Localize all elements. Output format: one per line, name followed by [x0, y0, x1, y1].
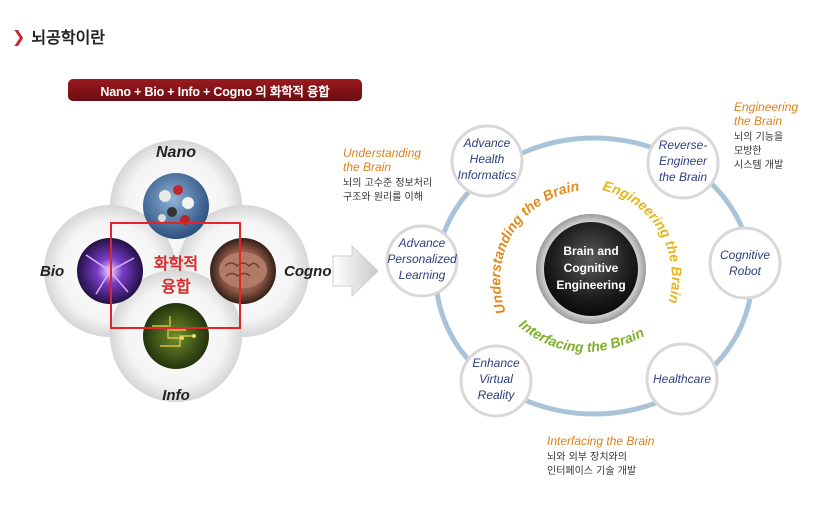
svg-text:Advance: Advance: [398, 236, 446, 250]
svg-text:뇌의 기능을: 뇌의 기능을: [734, 131, 783, 143]
svg-text:Informatics: Informatics: [458, 168, 517, 182]
core-line3: Engineering: [556, 278, 625, 292]
page-title: 뇌공학이란: [31, 28, 106, 47]
svg-text:Reality: Reality: [478, 388, 516, 402]
cogno-label: Cogno: [284, 263, 331, 280]
node-virtual-reality: Enhance Virtual Reality: [459, 344, 533, 418]
core-circle: [544, 222, 638, 316]
svg-text:Understanding: Understanding: [343, 146, 421, 160]
svg-text:the Brain: the Brain: [734, 114, 782, 128]
svg-text:시스템 개발: 시스템 개발: [734, 159, 783, 171]
annotation-interfacing: Interfacing the Brain 뇌와 외부 장치와의 인터페이스 기…: [547, 434, 655, 477]
svg-text:뇌와 외부 장치와의: 뇌와 외부 장치와의: [547, 451, 627, 463]
annotation-understanding: Understanding the Brain 뇌의 고수준 정보처리 구조와 …: [343, 146, 432, 203]
fusion-label-line2: 융합: [161, 277, 191, 296]
svg-text:Healthcare: Healthcare: [653, 372, 711, 386]
convergence-diagram: 화학적 융합 Nano Bio Cogno Info: [40, 140, 331, 404]
node-reverse-engineer: Reverse- Engineer the Brain: [646, 126, 720, 200]
svg-text:Learning: Learning: [399, 268, 446, 282]
svg-text:Robot: Robot: [729, 264, 762, 278]
node-health-informatics: Advance Health Informatics: [450, 124, 524, 198]
node-cognitive-robot: Cognitive Robot: [708, 226, 782, 300]
convergence-banner: Nano + Bio + Info + Cogno 의 화학적 융합: [68, 79, 362, 101]
core-line1: Brain and: [563, 244, 618, 258]
svg-text:Advance: Advance: [463, 136, 511, 150]
svg-text:Engineer: Engineer: [659, 154, 708, 168]
info-label: Info: [162, 387, 190, 404]
svg-text:모방한: 모방한: [734, 145, 762, 157]
core-line2: Cognitive: [564, 261, 619, 275]
svg-text:Interfacing the Brain: Interfacing the Brain: [547, 434, 655, 448]
arrow-right-icon: [332, 244, 379, 298]
node-healthcare: Healthcare: [645, 342, 719, 416]
svg-text:인터페이스 기술 개발: 인터페이스 기술 개발: [547, 465, 636, 477]
svg-text:Health: Health: [470, 152, 505, 166]
page-heading: ❯ 뇌공학이란: [12, 24, 105, 48]
fusion-frame: [110, 222, 241, 329]
annotation-engineering: Engineering the Brain 뇌의 기능을 모방한 시스템 개발: [734, 100, 798, 171]
nano-label: Nano: [156, 144, 196, 161]
fusion-label-line1: 화학적: [154, 254, 198, 273]
node-personalized-learning: Advance Personalized Learning: [385, 224, 459, 298]
nano-molecule-image: [143, 173, 209, 239]
svg-text:Reverse-: Reverse-: [659, 138, 708, 152]
svg-text:뇌의 고수준 정보처리: 뇌의 고수준 정보처리: [343, 177, 432, 189]
svg-text:Enhance: Enhance: [472, 356, 520, 370]
svg-text:Virtual: Virtual: [479, 372, 513, 386]
brain-engineering-ring: Brain and Cognitive Engineering Understa…: [385, 124, 782, 418]
svg-text:Cognitive: Cognitive: [720, 248, 770, 262]
bio-label: Bio: [40, 263, 64, 280]
svg-text:구조와 원리를 이해: 구조와 원리를 이해: [343, 190, 423, 203]
info-circuit-image: [143, 303, 209, 369]
svg-text:the Brain: the Brain: [343, 160, 391, 174]
chevron-right-icon: ❯: [12, 26, 26, 46]
svg-text:Personalized: Personalized: [387, 252, 457, 266]
svg-text:the Brain: the Brain: [659, 170, 707, 184]
svg-text:Engineering: Engineering: [734, 100, 798, 114]
cogno-brain-image: [210, 238, 276, 304]
